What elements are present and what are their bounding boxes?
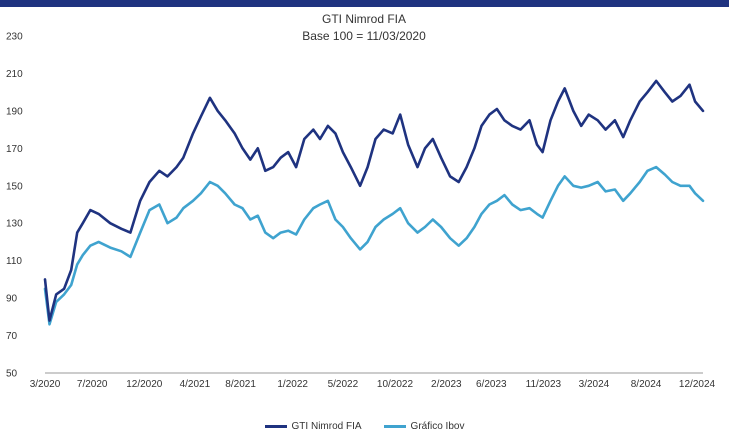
y-tick-label: 70 <box>6 331 18 342</box>
y-tick-label: 190 <box>6 106 23 117</box>
y-axis: 50 70 90 110 130 150 170 190 210 230 <box>6 32 23 380</box>
legend-swatch-nimrod <box>264 424 287 428</box>
legend-swatch-ibov <box>383 424 406 428</box>
x-tick-label: 10/2022 <box>377 379 414 390</box>
x-tick-label: 7/2020 <box>77 379 108 390</box>
y-tick-label: 210 <box>6 69 23 80</box>
y-tick-label: 110 <box>6 256 22 267</box>
x-tick-label: 6/2023 <box>476 379 507 390</box>
legend-label-nimrod: GTI Nimrod FIA <box>291 420 362 432</box>
y-tick-label: 90 <box>6 294 18 305</box>
x-tick-label: 5/2022 <box>328 379 359 390</box>
x-tick-label: 12/2024 <box>679 379 716 390</box>
x-tick-label: 2/2023 <box>431 379 462 390</box>
y-tick-label: 230 <box>6 32 23 43</box>
x-tick-label: 11/2023 <box>526 379 562 390</box>
x-tick-label: 8/2024 <box>631 379 662 390</box>
y-tick-label: 130 <box>6 219 23 230</box>
top-accent-bar <box>0 0 729 7</box>
x-tick-label: 3/2024 <box>579 379 610 390</box>
chart-subtitle: Base 100 = 11/03/2020 <box>302 29 426 43</box>
y-tick-label: 150 <box>6 181 23 192</box>
legend-item-nimrod: GTI Nimrod FIA <box>264 420 362 432</box>
x-axis: 3/2020 7/2020 12/2020 4/2021 8/2021 1/2022 5/2… <box>30 379 716 390</box>
x-tick-label: 1/2022 <box>277 379 308 390</box>
series-line-nimrod <box>43 79 705 322</box>
x-tick-label: 4/2021 <box>180 379 211 390</box>
legend: GTI Nimrod FIA Gráfico Ibov <box>0 419 729 433</box>
chart-title: GTI Nimrod FIA <box>322 12 406 26</box>
x-tick-label: 3/2020 <box>30 379 61 390</box>
x-tick-label: 12/2020 <box>126 379 163 390</box>
series-line-ibov <box>43 165 705 326</box>
y-tick-label: 170 <box>6 144 23 155</box>
series-layer <box>43 79 705 326</box>
y-tick-label: 50 <box>6 369 18 380</box>
legend-label-ibov: Gráfico Ibov <box>410 420 465 432</box>
legend-item-ibov: Gráfico Ibov <box>383 420 465 432</box>
x-tick-label: 8/2021 <box>225 379 256 390</box>
